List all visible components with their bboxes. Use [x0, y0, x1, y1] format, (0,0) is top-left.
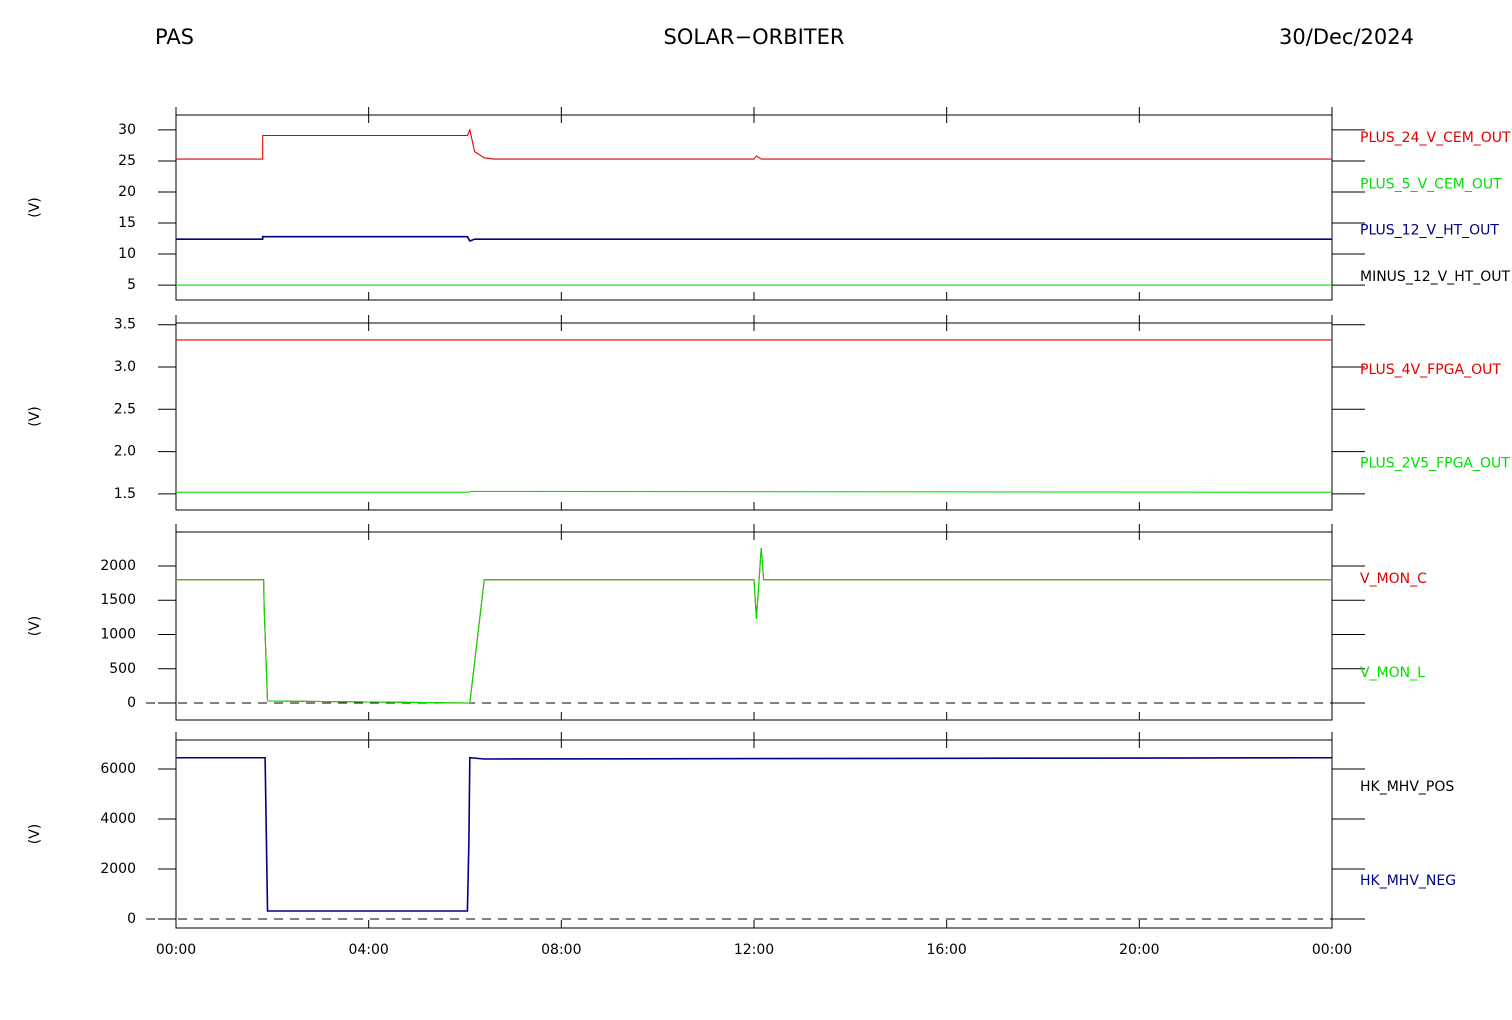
header-date: 30/Dec/2024: [1279, 25, 1414, 49]
y-axis-label: (V): [27, 406, 43, 427]
y-tick-label: 15: [118, 215, 136, 231]
y-tick-label: 2.5: [114, 401, 136, 417]
y-tick-label: 3.0: [114, 359, 136, 375]
x-tick-label: 08:00: [541, 942, 581, 958]
header-left: PAS: [155, 25, 194, 49]
header-title: SOLAR−ORBITER: [663, 25, 844, 49]
y-tick-label: 25: [118, 153, 136, 169]
y-tick-label: 4000: [100, 811, 136, 827]
x-tick-label: 16:00: [926, 942, 966, 958]
y-tick-label: 3.5: [114, 317, 136, 333]
y-tick-label: 20: [118, 184, 136, 200]
series-line: [176, 547, 1332, 704]
legend-label: HK_MHV_POS: [1360, 779, 1454, 795]
x-tick-label: 20:00: [1119, 942, 1159, 958]
y-axis-label: (V): [27, 824, 43, 845]
x-tick-label: 04:00: [348, 942, 388, 958]
plot-frame: [175, 322, 1333, 511]
series-line: [176, 547, 1332, 704]
y-tick-label: 10: [118, 246, 136, 262]
legend-label: V_MON_C: [1360, 571, 1427, 587]
y-tick-label: 0: [127, 911, 136, 927]
y-tick-label: 1.5: [114, 486, 136, 502]
y-tick-label: 30: [118, 122, 136, 138]
y-axis-label: (V): [27, 197, 43, 218]
x-tick-label: 00:00: [156, 942, 196, 958]
x-tick-label: 00:00: [1312, 942, 1352, 958]
series-line: [176, 756, 1333, 912]
y-tick-label: 2.0: [114, 444, 136, 460]
legend-label: MINUS_12_V_HT_OUT: [1360, 269, 1511, 285]
series-line: [176, 128, 1332, 160]
plot-frame: [175, 531, 1333, 721]
legend-label: PLUS_2V5_FPGA_OUT: [1360, 455, 1510, 471]
legend-label: HK_MHV_NEG: [1360, 873, 1456, 889]
y-tick-label: 500: [109, 661, 136, 677]
legend-label: PLUS_12_V_HT_OUT: [1360, 223, 1499, 239]
y-tick-label: 2000: [100, 558, 136, 574]
legend-label: PLUS_24_V_CEM_OUT: [1360, 130, 1511, 146]
y-tick-label: 1500: [100, 592, 136, 608]
series-line: [176, 490, 1333, 493]
x-tick-label: 12:00: [734, 942, 774, 958]
legend-label: PLUS_4V_FPGA_OUT: [1360, 362, 1501, 378]
plot-frame: [175, 739, 1333, 929]
legend-label: PLUS_5_V_CEM_OUT: [1360, 176, 1502, 192]
y-tick-label: 0: [127, 695, 136, 711]
plot-frame: [175, 114, 1333, 301]
y-tick-label: 2000: [100, 861, 136, 877]
y-tick-label: 1000: [100, 626, 136, 642]
y-axis-label: (V): [27, 616, 43, 637]
series-line: [176, 235, 1332, 243]
y-tick-label: 5: [127, 277, 136, 293]
y-tick-label: 6000: [100, 761, 136, 777]
legend-label: V_MON_L: [1360, 665, 1425, 681]
